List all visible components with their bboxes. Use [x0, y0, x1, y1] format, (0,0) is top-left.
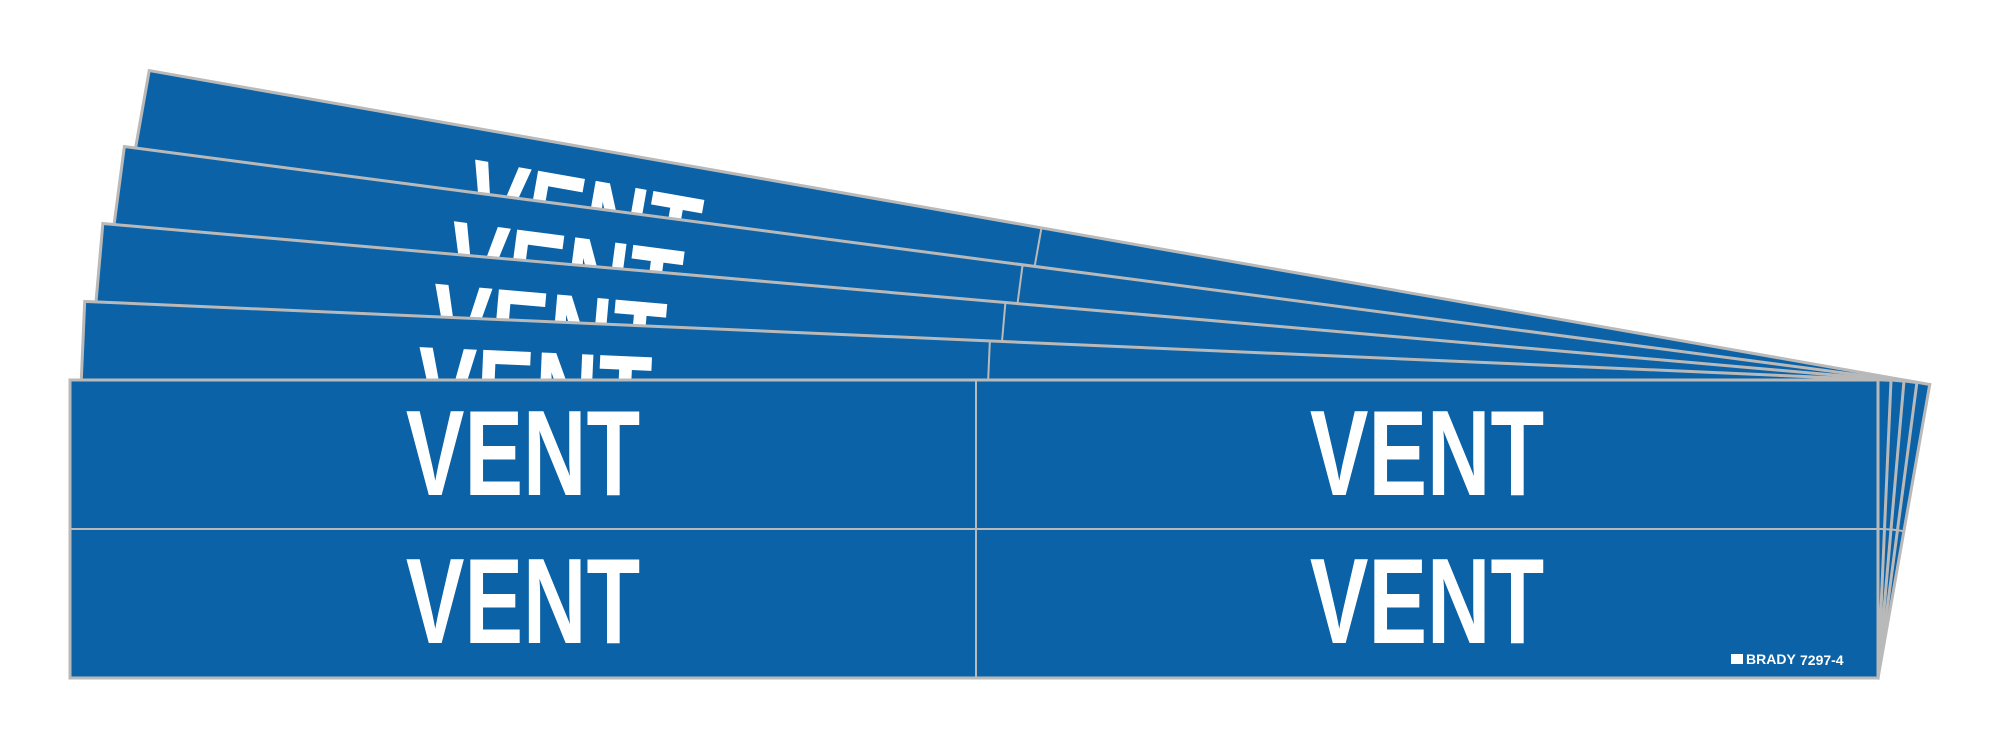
brady-logo: BRADY	[1731, 651, 1796, 667]
marker-label: VENT	[406, 533, 640, 670]
brand-name: BRADY	[1746, 651, 1796, 667]
marker-label: VENT	[1310, 533, 1544, 670]
brady-logo-icon	[1731, 654, 1743, 664]
marker-label: VENT	[406, 385, 640, 522]
part-number: 7297-4	[1800, 652, 1844, 668]
front-card: VENT VENT VENT VENT BRADY 7297-4	[68, 378, 1880, 680]
marker-label: VENT	[1310, 385, 1544, 522]
